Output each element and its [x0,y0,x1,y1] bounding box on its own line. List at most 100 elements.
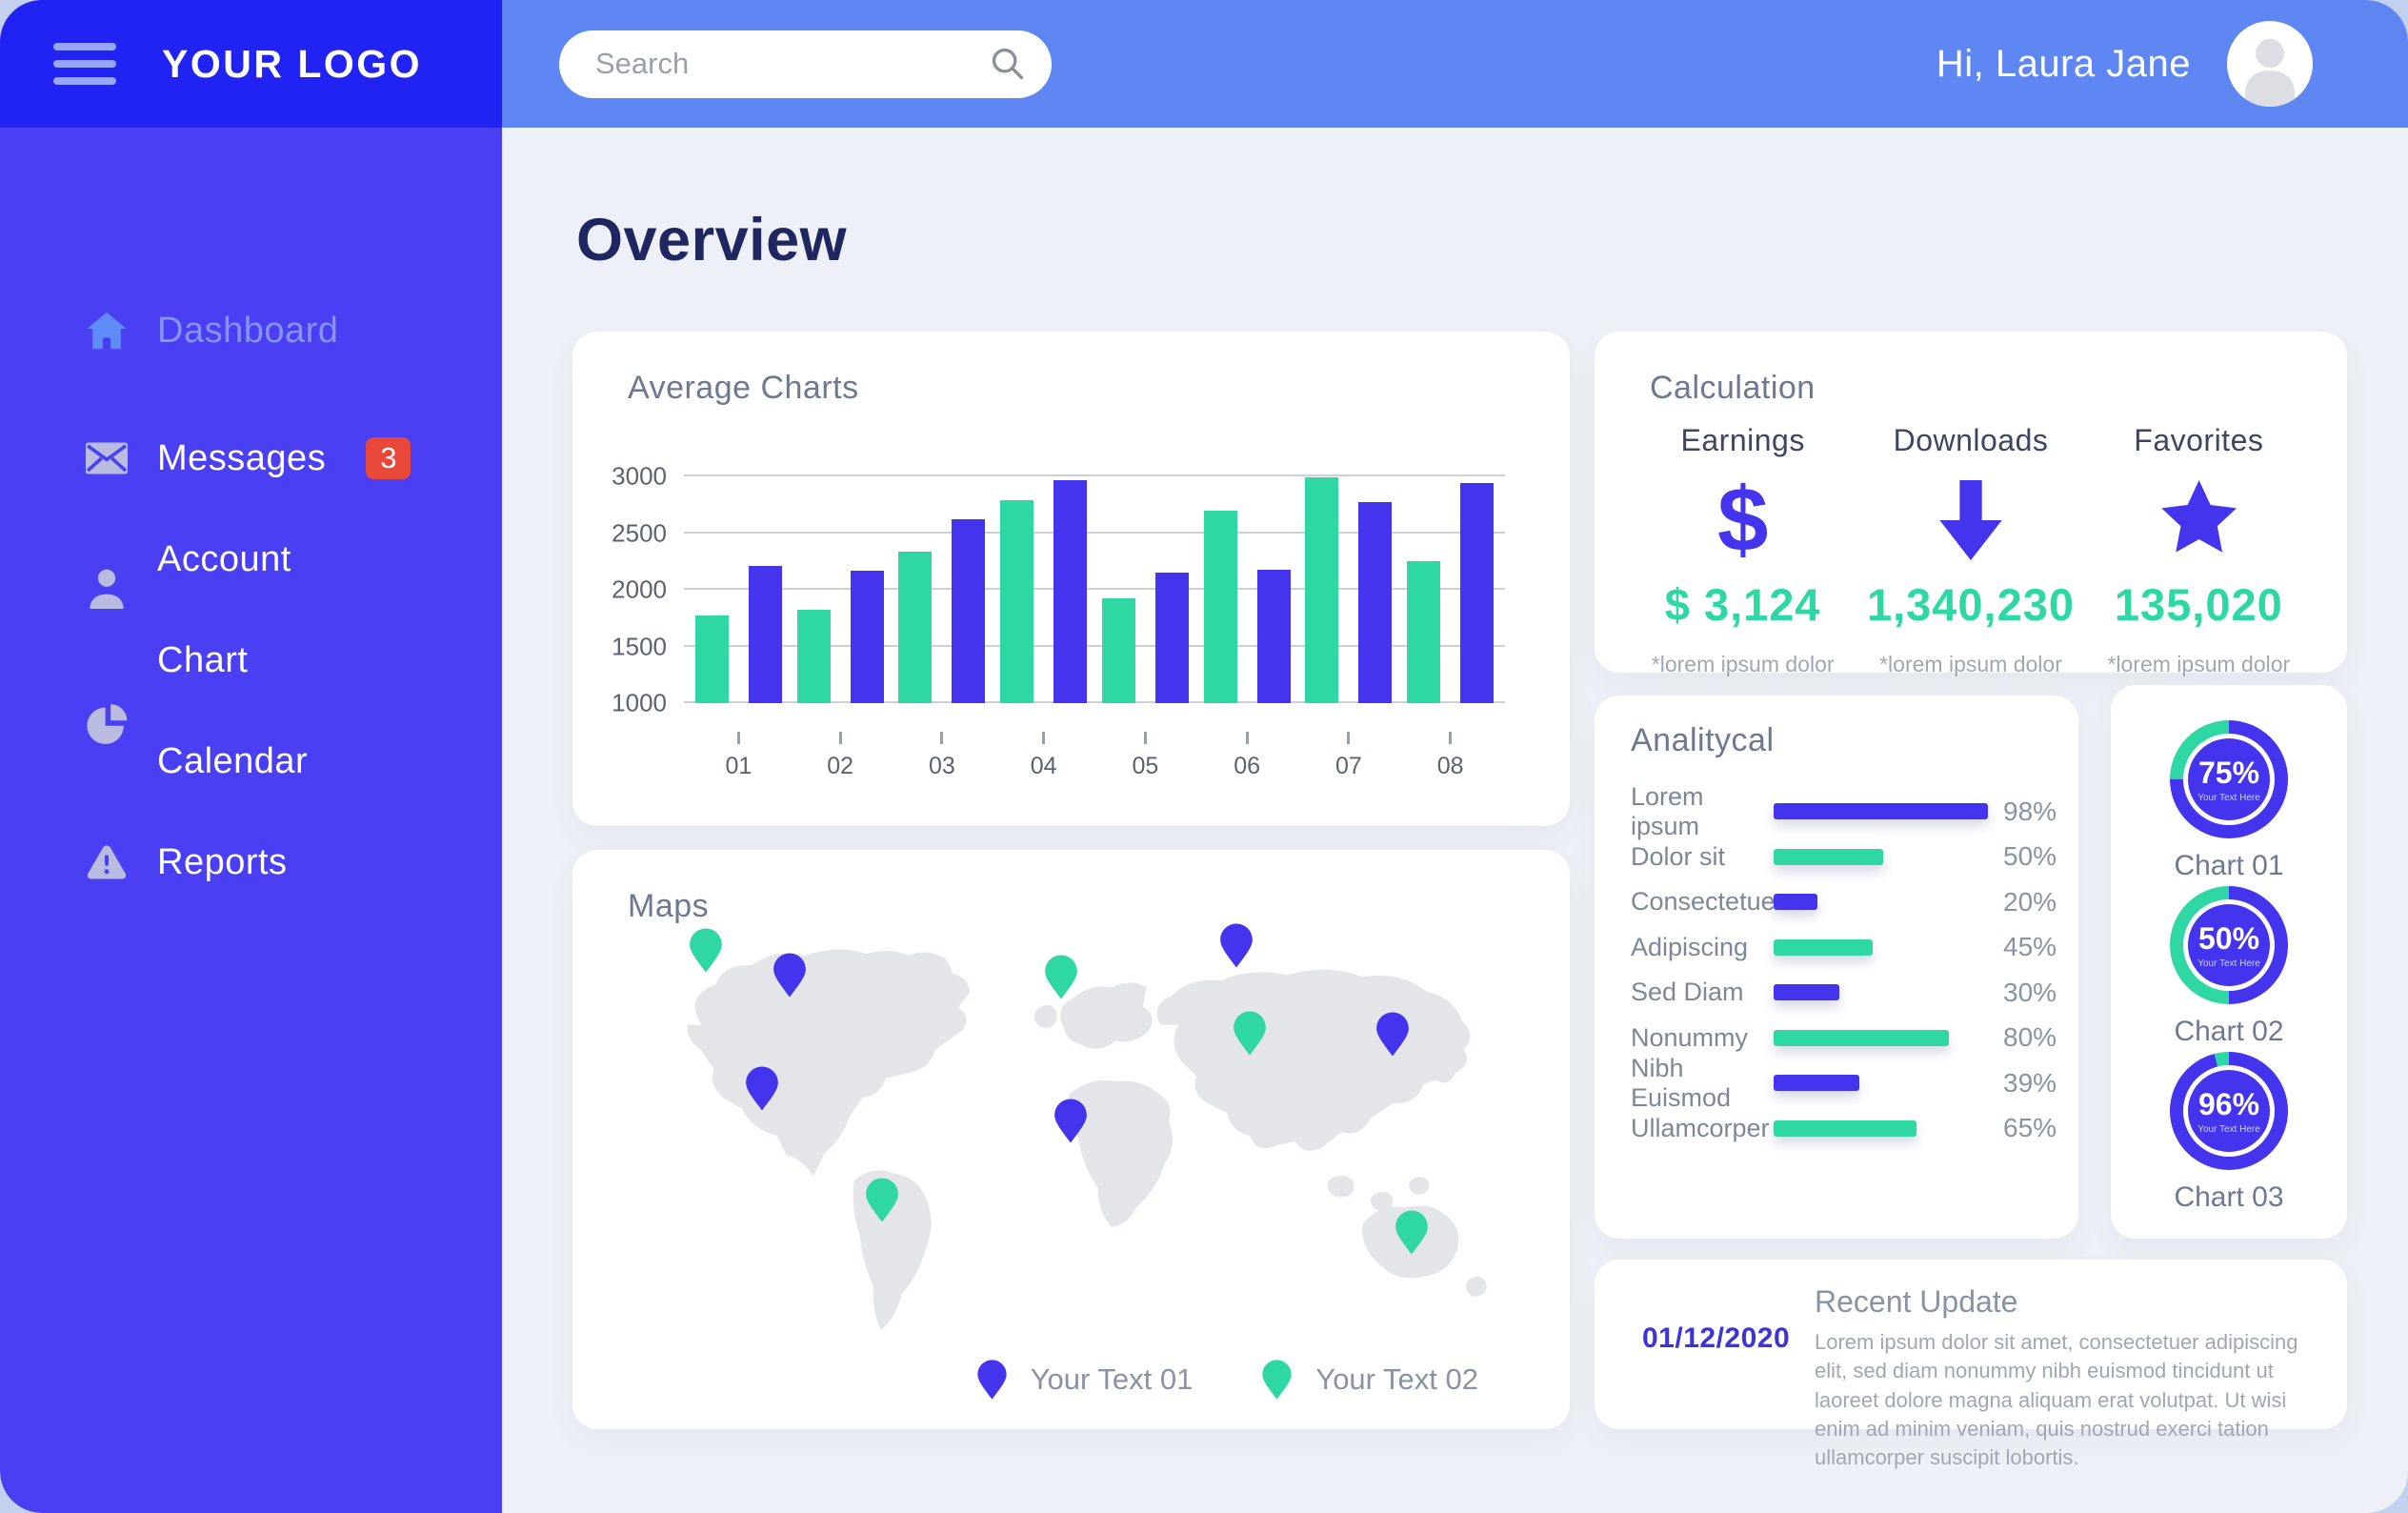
analytical-bar [1774,848,1883,865]
map-pin[interactable] [1218,922,1254,969]
bar-group [1000,476,1088,703]
map-pin[interactable] [1375,1011,1411,1058]
gridline [684,588,1505,590]
map-pin[interactable] [689,927,724,974]
logo: YOUR LOGO [162,41,423,86]
sidebar-item-label: Dashboard [157,310,339,351]
bar-series-blue [1460,483,1495,703]
sidebar-item-label: Messages [157,437,327,478]
donut-ring: 75% Your Text Here [2170,720,2288,838]
legend-item: Your Text 01 [976,1359,1193,1401]
stat-value: $ 3,124 [1664,579,1821,630]
donut-core: 75% Your Text Here [2188,738,2270,820]
analytical-label: Ullamcorper [1631,1113,1770,1142]
analytical-track [1774,848,1993,865]
sidebar-header: YOUR LOGO [0,0,502,128]
analytical-rows: Lorem ipsum 98% Dolor sit 50% Consectetuer 20… [1631,782,2064,1151]
analytical-track [1774,1029,1993,1046]
donut-label: Chart 03 [2174,1181,2284,1213]
analytical-track [1774,1120,1993,1137]
maps-title: Maps [628,888,710,924]
down-arrow-icon [1937,462,2004,578]
stat-label: Favorites [2134,423,2264,457]
avatar[interactable] [2227,21,2313,107]
analytical-bar [1774,1029,1949,1046]
world-map [687,949,1487,1330]
x-tick-label: 06 [1234,753,1261,779]
analytical-value: 45% [2003,932,2057,962]
sidebar-item-account[interactable]: Account [0,509,502,610]
unread-badge: 3 [366,437,411,479]
search-icon[interactable] [989,45,1027,83]
bar-series-green [796,610,831,703]
map-pin[interactable] [744,1065,779,1112]
donut-gap: 50% Your Text Here [2183,899,2275,991]
gridline [684,644,1505,647]
donut-label: Chart 02 [2174,1016,2284,1047]
x-tick-label: 07 [1334,753,1362,779]
x-tick-mark [1143,732,1147,744]
analytical-value: 50% [2003,841,2057,872]
y-tick-label: 1500 [612,632,667,660]
sidebar-item-dashboard[interactable]: Dashboard [0,280,502,381]
map-area [611,923,1528,1336]
bar-groups [684,476,1505,703]
analytical-value: 65% [2003,1113,2057,1143]
sidebar-item-label: Account [157,538,291,579]
y-tick-label: 2000 [612,575,667,604]
stat-note: *lorem ipsum dolor [1651,652,1835,676]
search-input[interactable] [593,46,989,82]
search-box[interactable] [559,30,1052,98]
greeting-text: Hi, Laura Jane [1936,42,2191,85]
sidebar-item-label: Chart [157,639,249,680]
bar-group [1305,476,1393,703]
bar-group [1203,476,1291,703]
donut-chart: 96% Your Text Here Chart 03 [2170,1052,2288,1214]
analytical-bar [1774,938,1873,956]
x-tick: 07 [1305,732,1392,780]
bar-series-green [694,615,729,703]
calculation-title: Calculation [1650,370,1816,406]
recent-update-card: 01/12/2020 Recent Update Lorem ipsum dol… [1595,1260,2347,1469]
analytical-track [1774,984,1993,1001]
analytical-label: Consectetuer [1631,887,1784,917]
bar-series-green [898,551,933,703]
analytical-value: 20% [2003,886,2057,917]
average-charts-title: Average Charts [628,370,859,406]
stat-note: *lorem ipsum dolor [2107,652,2291,676]
map-pin[interactable] [772,952,807,999]
map-pin[interactable] [1043,954,1078,1000]
map-pin[interactable] [865,1177,900,1223]
donut-percent: 50% [2197,921,2260,956]
sidebar-item-messages[interactable]: Messages 3 [0,408,502,509]
stat-favorites: Favorites 135,020 *lorem ipsum dolor [2085,423,2313,677]
hamburger-menu-icon[interactable] [53,43,116,85]
analytical-title: Analitycal [1631,722,1775,758]
star-icon [2157,462,2241,578]
sidebar-item-label: Reports [157,841,288,882]
donut-gap: 96% Your Text Here [2183,1065,2275,1157]
donut-core: 50% Your Text Here [2188,904,2270,986]
bar-group [694,476,782,703]
map-pin[interactable] [1054,1098,1089,1144]
x-tick-mark [1042,732,1046,744]
gridline [684,531,1505,534]
envelope-icon [85,436,129,480]
sidebar-item-calendar[interactable]: Calendar [0,704,502,812]
x-tick-mark [1245,732,1249,744]
update-date: 01/12/2020 [1642,1322,1791,1354]
map-pin[interactable] [1233,1010,1268,1057]
analytical-row: Nonummy 80% [1631,1016,2064,1061]
donut-chart: 50% Your Text Here Chart 02 [2170,886,2288,1048]
topbar: Hi, Laura Jane [502,0,2408,128]
maps-card: Maps Your [572,850,1570,1429]
stat-value: 1,340,230 [1866,579,2076,630]
sidebar-item-chart[interactable]: Chart [0,610,502,711]
x-tick: 05 [1102,732,1189,780]
map-pin[interactable] [1394,1209,1429,1256]
x-tick-mark [838,732,842,744]
bar-series-blue [952,519,986,703]
sidebar-item-reports[interactable]: Reports [0,812,502,913]
bar-series-blue [850,570,884,703]
